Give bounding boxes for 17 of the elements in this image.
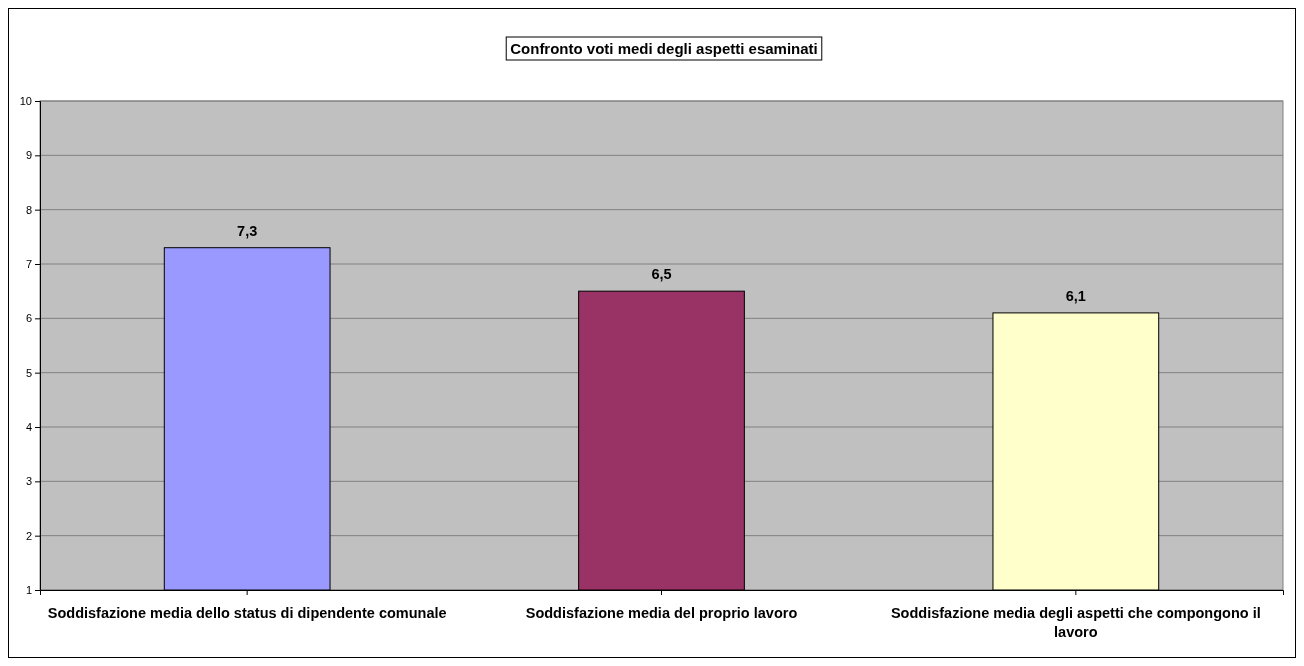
y-tick-label: 9 [25, 149, 32, 162]
y-tick-label: 4 [25, 421, 32, 434]
y-tick-label: 8 [25, 203, 32, 216]
y-tick-label: 7 [25, 258, 32, 271]
data-label: 6,1 [1065, 287, 1086, 304]
y-tick-label: 1 [25, 584, 32, 597]
data-label: 6,5 [651, 266, 672, 283]
y-tick-label: 3 [25, 475, 32, 488]
y-tick-label: 10 [19, 95, 32, 108]
data-label: 7,3 [237, 222, 258, 239]
x-tick-label: Soddisfazione media dello status di dipendente comunale [47, 605, 447, 621]
x-tick-label: Soddisfazione media degli aspetti che compongono il lavoro [890, 605, 1261, 640]
chart-title: Confronto voti medi degli aspetti esaminati [510, 40, 818, 57]
y-tick-label: 5 [25, 366, 32, 379]
x-tick-label: Soddisfazione media del proprio lavoro [525, 605, 798, 621]
y-tick-label: 6 [25, 312, 32, 325]
y-tick-label: 2 [25, 529, 32, 542]
